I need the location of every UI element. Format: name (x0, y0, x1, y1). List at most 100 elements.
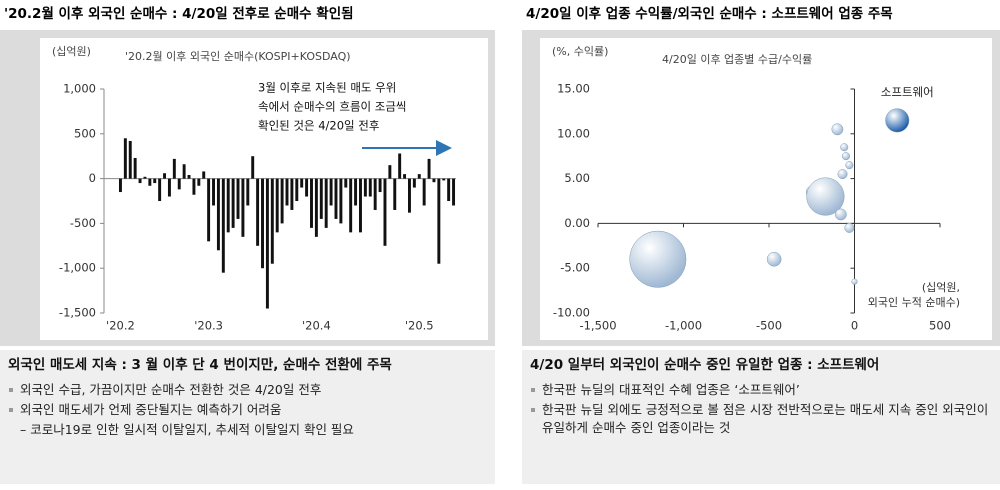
x-tick-label: '20.3 (194, 319, 223, 333)
chart-title: '20.2월 이후 외국인 순매수 : 4/20일 전후로 순매수 확인됨 (4, 5, 354, 22)
x-tick-label: '20.5 (405, 319, 434, 333)
bar (256, 178, 260, 246)
note-heading: 4/20 일부터 외국인이 순매수 중인 유일한 업종 : 소프트웨어 (530, 357, 880, 373)
y-tick-label: 0 (89, 171, 96, 185)
bullet: 한국판 뉴딜의 대표적인 수혜 업종은 ‘소프트웨어’ (530, 381, 992, 399)
bar (192, 178, 196, 195)
y-tick-label: 1,000 (63, 82, 96, 96)
annotation: 속에서 순매수의 흐름이 조금씩 (258, 100, 407, 114)
bar (226, 178, 230, 233)
bar (241, 178, 245, 237)
y-tick-label: 10.00 (557, 126, 590, 140)
y-unit: (십억원) (52, 45, 91, 58)
bar (427, 158, 431, 179)
y-tick-label: -500 (70, 216, 96, 230)
bar (133, 157, 137, 179)
y-tick-label: 500 (74, 126, 96, 140)
y-tick-label: 0.00 (564, 216, 590, 230)
annotation: 확인된 것은 4/20일 전후 (258, 119, 379, 133)
bar (167, 178, 171, 197)
bar (378, 178, 382, 193)
plot-bg (40, 38, 488, 340)
bar (123, 138, 127, 179)
bar (197, 178, 201, 186)
bar (329, 178, 333, 206)
bar (236, 178, 240, 219)
chart-title: 4/20일 이후 업종 수익률/외국인 순매수 : 소프트웨어 업종 주목 (526, 5, 893, 22)
bar (334, 178, 338, 219)
bar (290, 178, 294, 210)
bar (354, 178, 358, 206)
bar (251, 156, 255, 179)
bar (373, 178, 377, 210)
bar (231, 178, 235, 228)
bar (432, 178, 436, 183)
bubble (844, 222, 855, 233)
bar (319, 178, 323, 219)
bullet: 외국인 수급, 가끔이지만 순매수 전환한 것은 4/20일 전후 (8, 381, 487, 399)
bar (158, 178, 162, 201)
x-tick-label: 500 (929, 319, 951, 333)
bar (280, 178, 284, 224)
subtitle: '20.2월 이후 외국인 순매수(KOSPI+KOSDAQ) (125, 50, 351, 63)
bar (349, 178, 353, 233)
bar (442, 178, 446, 181)
bubble (840, 143, 849, 152)
bar (246, 178, 250, 206)
bubble (837, 169, 848, 180)
bubble (834, 208, 847, 221)
y-unit: (%, 수익률) (552, 45, 608, 58)
y-tick-label: 5.00 (564, 171, 590, 185)
bar (163, 173, 167, 179)
bullet: 한국판 뉴딜 외에도 긍정적으로 볼 점은 시장 전반적으로는 매도세 지속 중… (530, 401, 992, 437)
bar (300, 178, 304, 188)
bar (403, 174, 407, 179)
subtitle: 4/20일 이후 업종별 수급/수익률 (662, 52, 812, 66)
bubble (766, 251, 782, 267)
bar (359, 178, 362, 233)
bar (422, 178, 426, 206)
bar (216, 178, 220, 251)
bar (118, 178, 122, 193)
annotation: 3월 이후로 지속된 매도 우위 (258, 81, 396, 95)
x-unit: 외국인 누적 순매수) (868, 296, 960, 309)
bar (398, 153, 402, 179)
bar (207, 178, 211, 242)
bar (310, 178, 313, 228)
bar (383, 178, 387, 246)
bar (314, 178, 318, 237)
note-left: 외국인 매도세 지속 : 3 월 이후 단 4 번이지만, 순매수 전환에 주목… (0, 350, 495, 484)
bar (447, 178, 451, 201)
bubble (885, 108, 910, 133)
bar (148, 178, 152, 186)
bar (437, 178, 441, 264)
x-tick-label: -500 (756, 319, 782, 333)
y-tick-label: -10.00 (553, 306, 590, 320)
bubble (851, 278, 858, 285)
bar (417, 174, 421, 179)
x-tick-label: '20.4 (302, 319, 331, 333)
bar (143, 176, 147, 179)
bar (212, 178, 215, 206)
bar (407, 178, 411, 213)
y-tick-label: -1,500 (59, 306, 96, 320)
sub-bullet: – 코로나19로 인한 일시적 이탈일지, 추세적 이탈일지 확인 필요 (20, 422, 354, 437)
bar (182, 164, 186, 179)
bar (177, 178, 181, 190)
plot-bg (540, 38, 992, 340)
bar (305, 178, 309, 197)
bar (412, 178, 416, 188)
bar (138, 178, 142, 184)
bar (128, 140, 132, 179)
bar (275, 178, 279, 233)
bubble (841, 152, 850, 161)
bar (172, 158, 176, 179)
x-tick-label: '20.2 (106, 319, 135, 333)
bar (368, 178, 372, 197)
bar (452, 178, 456, 206)
bar (295, 178, 299, 201)
bar (270, 178, 274, 264)
bar (187, 175, 191, 179)
bubble (629, 230, 687, 288)
point-label: 소프트웨어 (881, 85, 934, 99)
